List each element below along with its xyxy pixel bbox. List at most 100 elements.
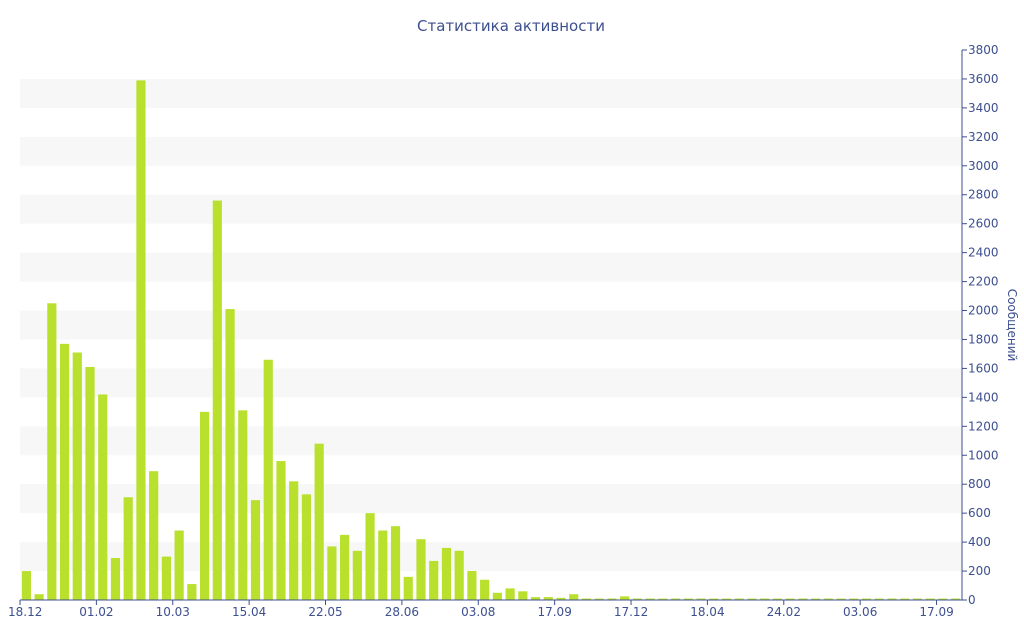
- bar: [441, 547, 452, 600]
- x-tick-label: 18.04: [690, 605, 724, 619]
- bar: [429, 560, 439, 600]
- bar: [480, 579, 490, 600]
- bar: [760, 598, 770, 600]
- bar: [492, 592, 502, 600]
- bar: [136, 80, 146, 600]
- bar: [645, 598, 655, 600]
- bar: [530, 597, 541, 600]
- bar: [734, 598, 744, 600]
- y-tick-label: 3600: [968, 72, 999, 86]
- y-tick-label: 200: [968, 564, 991, 578]
- bar: [798, 598, 808, 600]
- y-tick-label: 3000: [968, 159, 999, 173]
- x-tick-label: 17.12: [614, 605, 648, 619]
- bar: [505, 588, 515, 600]
- bar: [200, 411, 210, 600]
- bar: [238, 410, 248, 600]
- bar: [861, 598, 872, 600]
- bar: [301, 494, 312, 600]
- bar: [174, 530, 184, 600]
- bar: [212, 200, 222, 600]
- bar: [467, 571, 477, 600]
- bar: [352, 550, 362, 600]
- x-axis-ticks: 18.12 01.02 10.03 15.04 22.05 28.06 03.08 17.09…: [8, 600, 954, 619]
- bar: [823, 598, 833, 600]
- bar: [569, 594, 579, 600]
- bar: [403, 576, 413, 600]
- x-tick-label: 28.06: [385, 605, 419, 619]
- bar: [849, 598, 859, 600]
- bar: [187, 584, 197, 600]
- y-tick-label: 600: [968, 506, 991, 520]
- bar: [785, 598, 795, 600]
- bars-group: [21, 80, 961, 600]
- bar: [607, 598, 617, 600]
- x-tick-label: 24.02: [767, 605, 801, 619]
- chart-title: Статистика активности: [417, 17, 605, 35]
- bar: [874, 598, 884, 600]
- bar: [518, 591, 528, 600]
- bar: [709, 598, 719, 600]
- x-tick-label: 17.09: [537, 605, 571, 619]
- bar: [772, 598, 783, 600]
- y-tick-label: 400: [968, 535, 991, 549]
- y-tick-label: 1200: [968, 419, 999, 433]
- bar: [72, 352, 82, 600]
- bar: [59, 343, 70, 600]
- bar: [658, 598, 668, 600]
- bar: [938, 598, 948, 600]
- bar: [110, 558, 121, 600]
- y-tick-label: 2600: [968, 217, 999, 231]
- bar: [543, 597, 553, 600]
- grid-band: [20, 136, 962, 166]
- y-tick-label: 1400: [968, 390, 999, 404]
- bar: [671, 598, 681, 600]
- grid-band: [20, 426, 962, 456]
- bar: [34, 594, 44, 600]
- y-tick-label: 1000: [968, 448, 999, 462]
- bar: [620, 596, 630, 600]
- bar: [556, 597, 566, 600]
- y-tick-label: 2200: [968, 275, 999, 289]
- grid-band: [20, 194, 962, 224]
- x-tick-label: 18.12: [8, 605, 42, 619]
- bar: [161, 556, 171, 600]
- bar: [390, 526, 401, 600]
- bar: [340, 534, 350, 600]
- grid-band: [20, 310, 962, 340]
- grid-band: [20, 78, 962, 108]
- bar: [912, 598, 923, 600]
- y-axis-label: Сообщений: [1005, 289, 1019, 362]
- x-tick-label: 22.05: [308, 605, 342, 619]
- y-tick-label: 2000: [968, 304, 999, 318]
- grid-band: [20, 368, 962, 398]
- grid-band: [20, 542, 962, 572]
- y-tick-label: 2400: [968, 246, 999, 260]
- y-tick-label: 3200: [968, 130, 999, 144]
- bar: [696, 598, 706, 600]
- bar: [951, 598, 961, 600]
- bar: [811, 598, 821, 600]
- x-tick-label: 01.02: [79, 605, 113, 619]
- y-tick-label: 1800: [968, 332, 999, 346]
- x-tick-label: 10.03: [156, 605, 190, 619]
- bar: [289, 481, 299, 600]
- bar: [581, 598, 592, 600]
- bar: [887, 598, 897, 600]
- bar: [378, 530, 388, 600]
- y-tick-label: 1600: [968, 361, 999, 375]
- bar: [250, 500, 261, 600]
- bar: [225, 309, 235, 600]
- grid-band: [20, 484, 962, 514]
- bar: [85, 366, 95, 600]
- y-tick-label: 2800: [968, 188, 999, 202]
- x-tick-label: 03.08: [461, 605, 495, 619]
- bar: [632, 598, 642, 600]
- bar: [683, 598, 693, 600]
- bar: [263, 359, 273, 600]
- bar: [594, 598, 604, 600]
- bar: [123, 497, 133, 600]
- bar: [721, 598, 732, 600]
- bar: [365, 513, 375, 600]
